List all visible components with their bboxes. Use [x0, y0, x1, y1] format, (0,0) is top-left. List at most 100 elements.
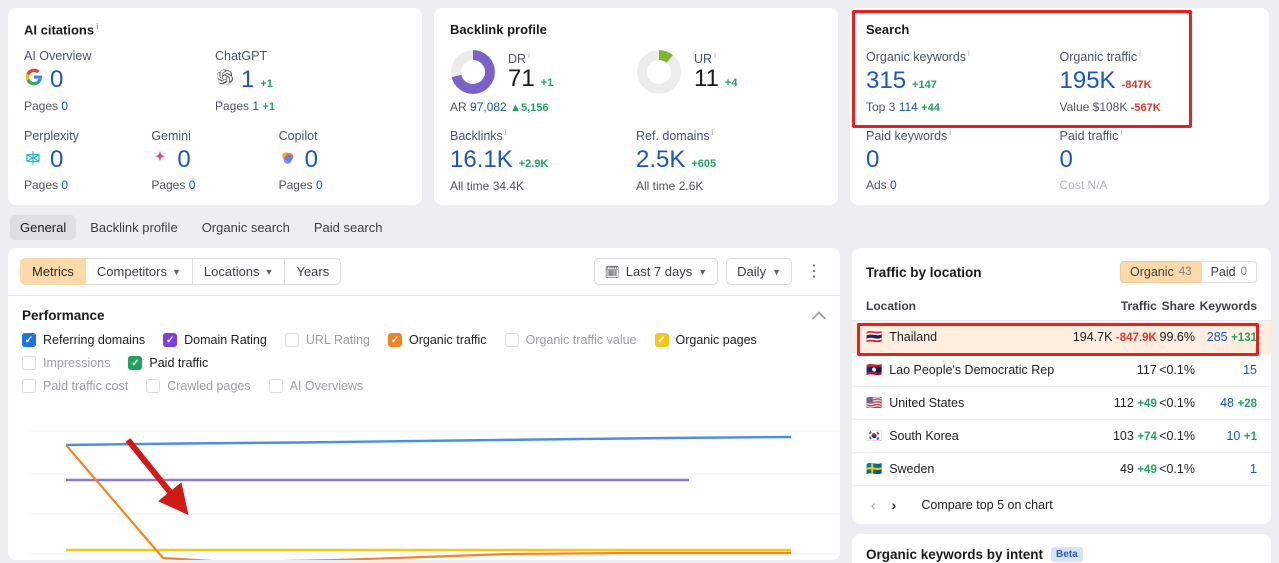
granularity-dropdown[interactable]: Daily ▼	[726, 258, 792, 285]
checkbox-checked-icon[interactable]: ✓	[387, 333, 402, 347]
metrics-button[interactable]: Metrics	[20, 258, 85, 285]
table-row[interactable]: 🇺🇸 United States 112 +49 <0.1% 48 +28	[852, 386, 1271, 420]
checkbox-unchecked-icon[interactable]	[22, 379, 36, 393]
legend-crawled-pages[interactable]: Crawled pages	[146, 379, 251, 393]
toggle-paid[interactable]: Paid 0	[1200, 261, 1257, 283]
legend-impressions[interactable]: Impressions	[22, 356, 110, 370]
tab-backlink-profile[interactable]: Backlink profile	[90, 220, 178, 235]
date-range-picker[interactable]: 🗓 Last 7 days ▼	[593, 258, 719, 285]
toggle-paid-count: 0	[1240, 266, 1247, 278]
flag-icon-sweden: 🇸🇪	[866, 461, 883, 476]
top3-delta: +44	[921, 101, 940, 114]
info-icon[interactable]: i	[528, 51, 530, 61]
ref-domains-delta: +605	[691, 158, 717, 171]
checkbox-checked-icon[interactable]: ✓	[163, 333, 178, 347]
keywords-value: 48	[1220, 396, 1234, 410]
table-row[interactable]: 🇸🇪 Sweden 49 +49 <0.1% 1	[852, 452, 1271, 486]
checkbox-checked-icon[interactable]: ✓	[128, 356, 143, 370]
legend-domain-rating[interactable]: ✓ Domain Rating	[163, 333, 267, 347]
paid-traffic-value: 0	[1059, 145, 1073, 173]
legend-label: Paid traffic cost	[43, 379, 129, 393]
more-options-icon[interactable]: ⋮	[806, 262, 822, 280]
backlinks-alltime-value: 34.4K	[492, 178, 525, 193]
compare-top-5-link[interactable]: Compare top 5 on chart	[921, 498, 1053, 512]
table-row[interactable]: 🇹🇭 Thailand 194.7K -847.9K 99.6% 285 +131	[852, 320, 1271, 354]
organic-keywords-value: 315	[866, 67, 907, 95]
legend-url-rating[interactable]: URL Rating	[284, 333, 370, 347]
organic-keywords-by-intent-title: Organic keywords by intent Beta	[866, 547, 1083, 562]
copilot-value: 0	[304, 145, 318, 173]
toggle-organic[interactable]: Organic 43	[1119, 261, 1201, 283]
checkbox-unchecked-icon[interactable]	[504, 333, 519, 347]
column-location[interactable]: Location	[852, 293, 1068, 321]
paid-traffic-cost: Cost N/A	[1060, 178, 1254, 192]
checkbox-checked-icon[interactable]: ✓	[654, 333, 669, 347]
legend-label: Organic traffic	[408, 333, 487, 347]
performance-chart[interactable]	[8, 412, 840, 560]
table-header-row: Location Traffic Share Keywords	[852, 293, 1271, 321]
chatgpt-pages-value: 1	[252, 98, 260, 113]
checkbox-checked-icon[interactable]: ✓	[22, 333, 36, 347]
keywords-value: 285	[1206, 330, 1228, 344]
backlinks-alltime: All time 34.4K	[450, 179, 636, 193]
column-traffic[interactable]: Traffic	[1067, 293, 1157, 321]
legend-paid-traffic[interactable]: ✓ Paid traffic	[128, 356, 208, 370]
info-icon[interactable]: i	[968, 49, 970, 58]
legend-organic-pages[interactable]: ✓ Organic pages	[654, 333, 757, 347]
traffic-cell: 112 +49	[1067, 386, 1157, 420]
info-icon[interactable]: i	[96, 22, 99, 31]
beta-badge: Beta	[1051, 547, 1083, 562]
backlinks-block: Backlinks i 16.1K +2.9K All time 34.4K	[450, 128, 636, 193]
tab-paid-search[interactable]: Paid search	[313, 220, 383, 235]
legend-label: Organic traffic value	[525, 333, 637, 347]
ref-domains-alltime-label: All time	[636, 178, 676, 193]
keywords-value: 10	[1226, 429, 1241, 443]
copilot-pages: Pages 0	[279, 178, 406, 192]
top3-label: Top 3	[866, 99, 896, 114]
performance-title: Performance	[22, 308, 105, 323]
info-icon[interactable]: i	[949, 127, 952, 137]
perplexity-pages: Pages 0	[24, 178, 151, 192]
backlinks-delta: +2.9K	[518, 158, 549, 171]
search-paid-row: Paid keywords i 0 Ads 0 Paid traffic i	[866, 128, 1253, 193]
checkbox-unchecked-icon[interactable]	[268, 379, 283, 393]
table-row[interactable]: 🇱🇦 Lao People's Democratic Rep 117 <0.1% …	[852, 353, 1271, 387]
legend-paid-traffic-cost[interactable]: Paid traffic cost	[22, 379, 128, 393]
paid-keywords-ads: Ads 0	[866, 178, 1060, 192]
legend-referring-domains[interactable]: ✓ Referring domains	[22, 333, 145, 347]
keywords-delta: +28	[1237, 398, 1257, 410]
ai-citations-row-1: AI Overview 0 Pages 0 ChatGPT	[24, 49, 406, 112]
table-row[interactable]: 🇰🇷 South Korea 103 +74 <0.1% 10 +1	[852, 419, 1271, 453]
legend-ai-overviews[interactable]: AI Overviews	[268, 379, 363, 393]
traffic-cell: 49 +49	[1067, 452, 1157, 486]
legend-organic-traffic-value[interactable]: Organic traffic value	[504, 333, 637, 347]
info-icon[interactable]: i	[711, 128, 714, 137]
ai-overview-pages: Pages 0	[24, 99, 215, 113]
column-keywords[interactable]: Keywords	[1194, 293, 1271, 321]
info-icon[interactable]: i	[504, 128, 507, 137]
tab-general[interactable]: General	[10, 215, 77, 240]
info-icon[interactable]: i	[714, 51, 716, 61]
backlink-counts-row: Backlinks i 16.1K +2.9K All time 34.4K Re…	[450, 128, 822, 193]
info-icon[interactable]: i	[1120, 127, 1123, 137]
info-icon[interactable]: i	[1139, 49, 1141, 58]
locations-dropdown[interactable]: Locations ▼	[191, 258, 285, 285]
column-share[interactable]: Share	[1156, 293, 1195, 321]
checkbox-unchecked-icon[interactable]	[284, 333, 299, 347]
collapse-chevron-up-icon[interactable]	[812, 308, 826, 323]
years-button[interactable]: Years	[284, 258, 342, 285]
tab-organic-search[interactable]: Organic search	[201, 220, 290, 235]
legend-organic-traffic[interactable]: ✓ Organic traffic	[387, 333, 487, 347]
perplexity-icon	[24, 149, 44, 169]
checkbox-unchecked-icon[interactable]	[22, 356, 36, 370]
traffic-cell: 117	[1067, 353, 1157, 387]
competitors-dropdown[interactable]: Competitors ▼	[84, 258, 192, 285]
next-page-icon[interactable]: ›	[891, 497, 897, 513]
series-referring-domains	[65, 435, 792, 447]
paid-keywords-value-row: 0	[866, 146, 1060, 173]
checkbox-unchecked-icon[interactable]	[146, 379, 161, 393]
chevron-down-icon: ▼	[264, 266, 274, 277]
organic-keywords-label: Organic keywords i	[866, 49, 1060, 64]
perplexity-pages-value: 0	[61, 178, 69, 193]
prev-page-icon[interactable]: ‹	[871, 497, 876, 513]
